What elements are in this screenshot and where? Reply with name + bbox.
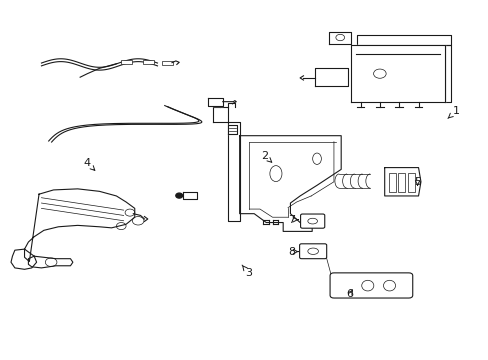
Text: 8: 8 (288, 247, 298, 257)
Text: 4: 4 (83, 158, 95, 170)
Text: 6: 6 (346, 289, 353, 299)
Bar (397, 173, 405, 192)
Polygon shape (350, 45, 444, 102)
FancyBboxPatch shape (329, 273, 412, 298)
Polygon shape (208, 98, 223, 105)
Polygon shape (24, 189, 135, 261)
Text: 3: 3 (242, 265, 251, 278)
Polygon shape (384, 168, 420, 196)
Polygon shape (239, 136, 341, 231)
Polygon shape (182, 192, 197, 199)
Bar (388, 173, 395, 192)
FancyBboxPatch shape (300, 214, 324, 228)
Polygon shape (11, 249, 37, 269)
Polygon shape (328, 32, 350, 44)
FancyBboxPatch shape (299, 244, 326, 259)
Circle shape (176, 193, 182, 198)
Bar (162, 61, 173, 65)
Text: 7: 7 (288, 215, 298, 225)
Polygon shape (213, 107, 227, 122)
Polygon shape (314, 68, 348, 86)
Polygon shape (227, 122, 239, 221)
Text: 2: 2 (261, 151, 271, 162)
Polygon shape (28, 256, 73, 268)
Polygon shape (444, 45, 450, 102)
Polygon shape (227, 125, 237, 134)
Text: 1: 1 (447, 106, 459, 118)
Text: 5: 5 (413, 177, 420, 187)
Polygon shape (356, 35, 450, 45)
Bar (142, 60, 153, 64)
Bar (407, 173, 414, 192)
Bar (121, 60, 132, 64)
